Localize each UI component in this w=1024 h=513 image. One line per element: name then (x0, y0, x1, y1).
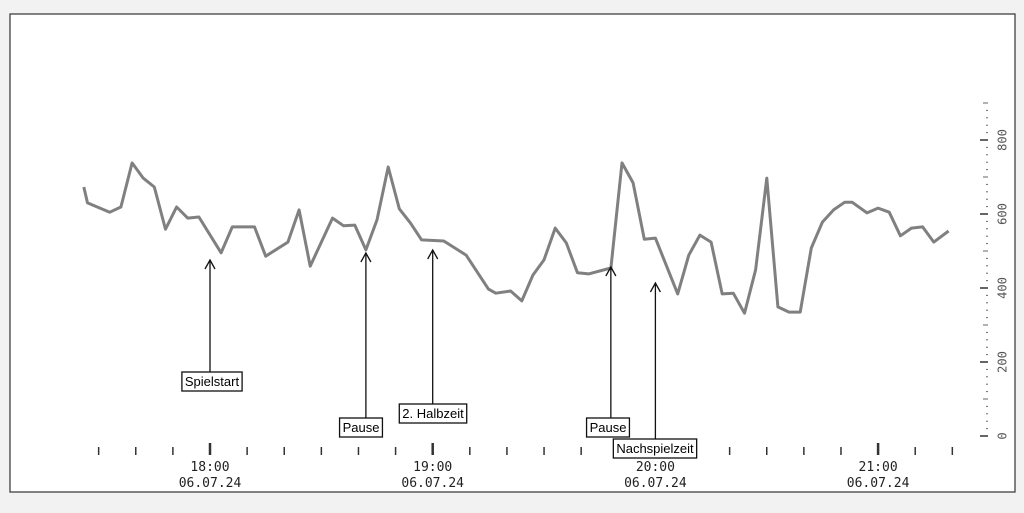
annotation-nachspielzeit: Nachspielzeit (612, 281, 698, 459)
annotation-spielstart: Spielstart (181, 258, 243, 392)
annotation-label: Pause (590, 420, 627, 435)
y-axis: 0 200 400 600 800 (980, 102, 1010, 440)
x-tick-time: 19:00 (413, 460, 452, 475)
annotation-label: Nachspielzeit (616, 441, 694, 456)
x-tick-date: 06.07.24 (401, 476, 464, 491)
arrow-head-icon (360, 251, 372, 263)
x-tick-time: 18:00 (190, 460, 229, 475)
annotation-label: 2. Halbzeit (402, 406, 464, 421)
annotations: Spielstart Pause 2. Halbzeit Pause Nachspiel… (181, 248, 698, 459)
x-axis: 18:0006.07.2419:0006.07.2420:0006.07.242… (97, 443, 954, 491)
arrow-head-icon (649, 281, 661, 293)
x-tick-date: 06.07.24 (179, 476, 242, 491)
x-tick-date: 06.07.24 (624, 476, 687, 491)
y-tick-label: 600 (996, 203, 1010, 225)
annotation-box (181, 371, 243, 392)
annotation-label: Pause (343, 420, 380, 435)
chart-frame (9, 13, 1016, 493)
annotation-pause: Pause (338, 251, 384, 438)
y-tick-label: 0 (996, 432, 1010, 439)
annotation-box (585, 417, 631, 438)
series-line (82, 161, 950, 315)
y-tick-label: 400 (996, 277, 1010, 299)
annotation-label: Spielstart (185, 374, 240, 389)
annotation-box (612, 438, 698, 459)
annotation-box (338, 417, 384, 438)
arrow-head-icon (605, 265, 617, 277)
annotation-2-halbzeit: 2. Halbzeit (398, 248, 468, 424)
arrow-head-icon (204, 258, 216, 270)
x-tick-date: 06.07.24 (847, 476, 910, 491)
arrow-head-icon (427, 248, 439, 260)
x-tick-time: 20:00 (636, 460, 675, 475)
y-tick-label: 200 (996, 351, 1010, 373)
x-tick-time: 21:00 (859, 460, 898, 475)
annotation-box (398, 403, 468, 424)
annotation-pause: Pause (585, 265, 631, 438)
y-tick-label: 800 (996, 129, 1010, 151)
